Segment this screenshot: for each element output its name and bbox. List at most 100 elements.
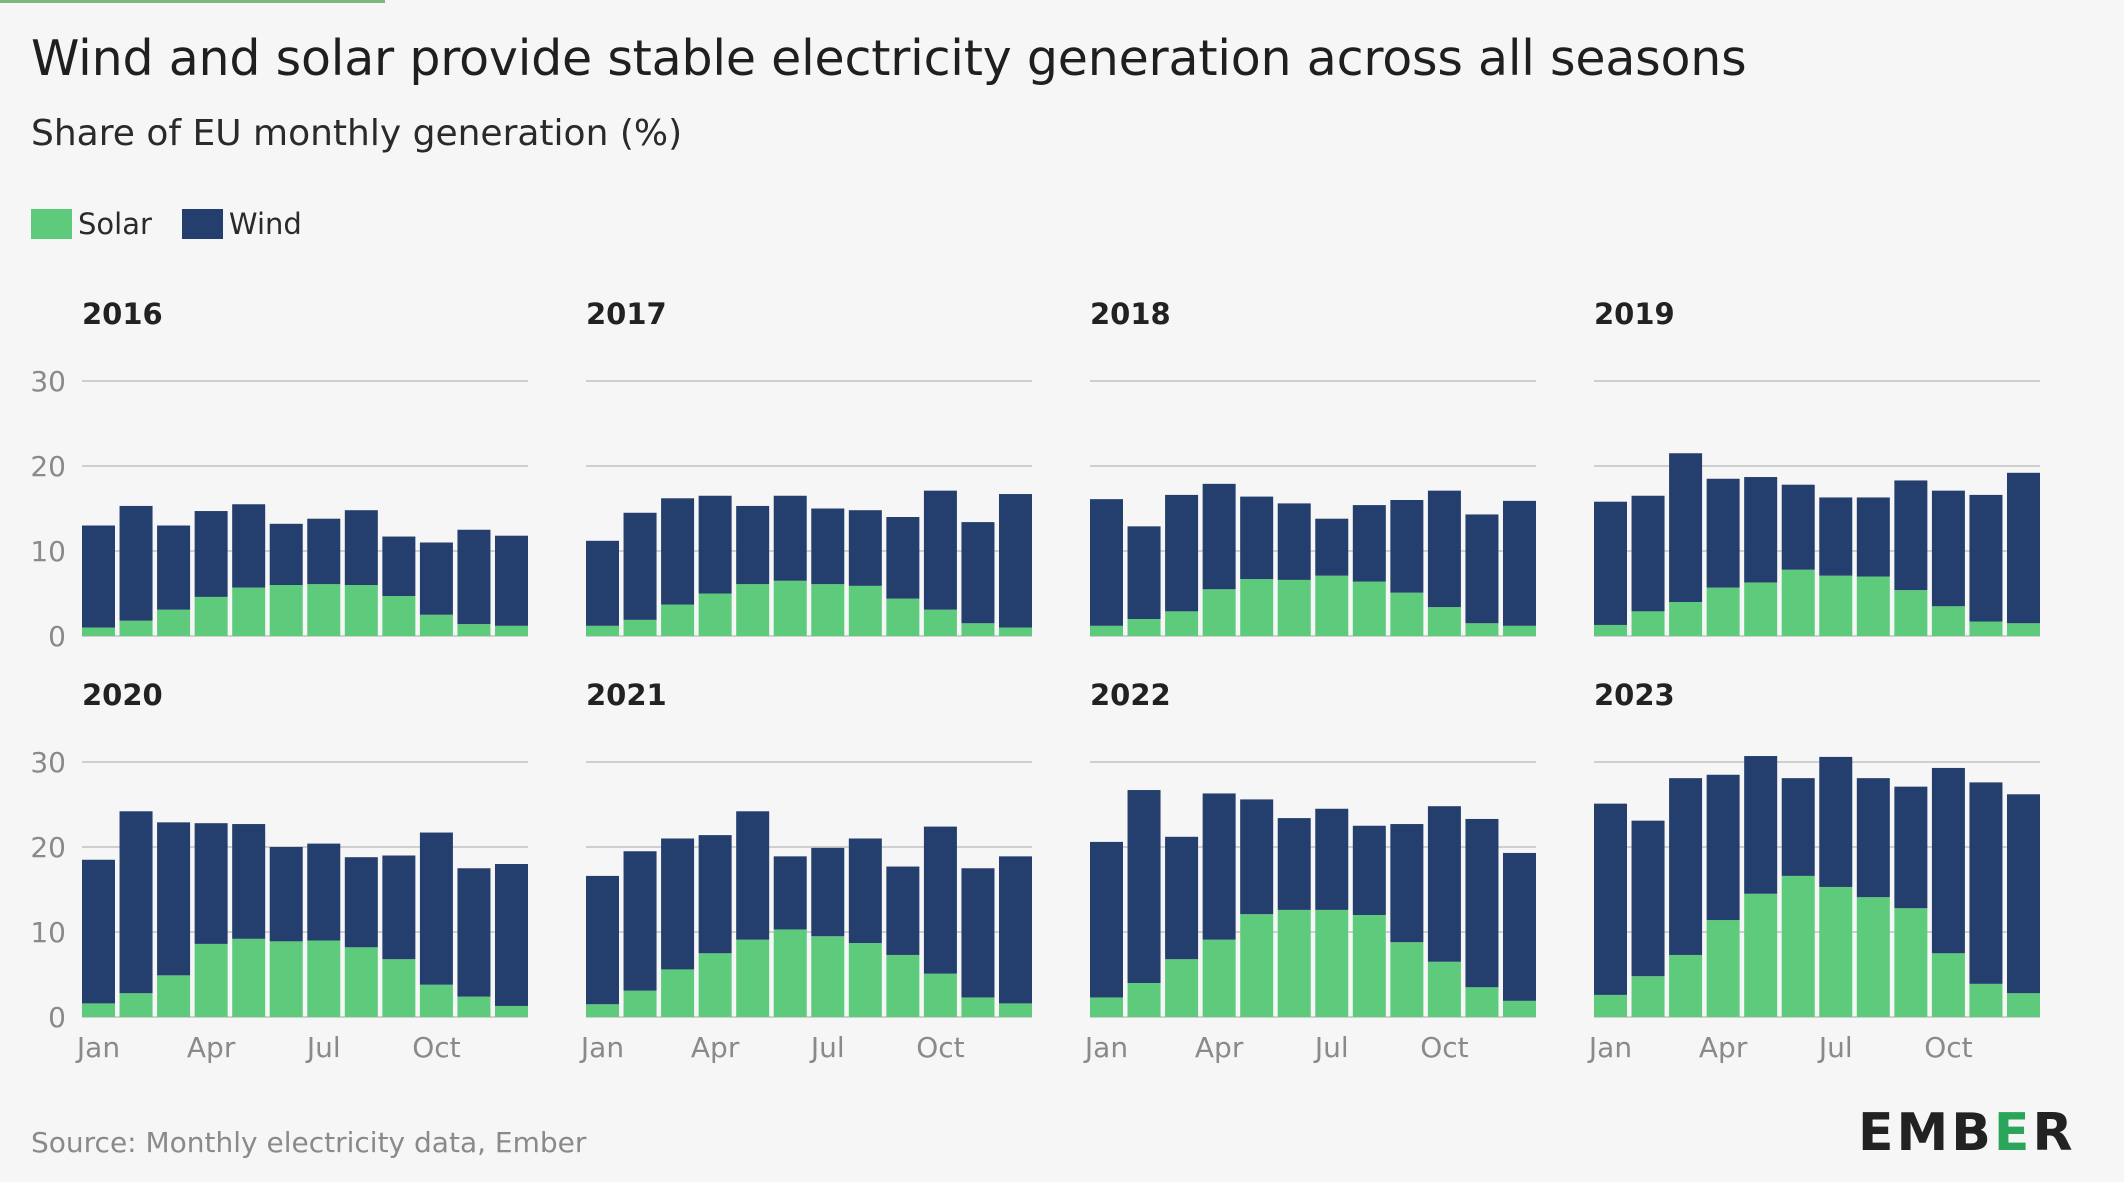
bar-solar-2022-12 — [1503, 1000, 1536, 1017]
bar-solar-2018-8 — [1352, 581, 1386, 636]
bar-wind-2016-6 — [269, 523, 303, 585]
legend-item-solar: Solar — [31, 207, 152, 241]
bar-solar-2017-4 — [698, 593, 732, 636]
bar-solar-2016-10 — [419, 614, 453, 636]
bar-solar-2016-11 — [457, 624, 491, 636]
bar-solar-2017-2 — [623, 619, 657, 636]
bar-solar-2018-10 — [1427, 607, 1461, 636]
y-tick-label-2020-20: 20 — [30, 831, 66, 864]
bar-wind-2016-11 — [457, 529, 491, 625]
bar-wind-2016-10 — [419, 542, 453, 615]
bar-wind-2018-2 — [1127, 526, 1161, 619]
bar-solar-2019-8 — [1856, 576, 1890, 636]
legend-swatch-solar — [31, 209, 72, 239]
panel-year-2017: 2017 — [586, 297, 667, 331]
bar-solar-2022-8 — [1352, 915, 1386, 1017]
bar-solar-2017-9 — [886, 598, 920, 636]
bar-solar-2018-1 — [1090, 625, 1123, 636]
bar-wind-2020-9 — [382, 855, 416, 960]
bar-solar-2022-6 — [1277, 909, 1311, 1017]
y-tick-label-2016-0: 0 — [48, 620, 66, 653]
bar-solar-2020-12 — [495, 1005, 528, 1017]
bar-wind-2019-4 — [1706, 478, 1740, 588]
bar-wind-2020-6 — [269, 847, 303, 942]
bar-wind-2020-8 — [344, 857, 378, 948]
bar-wind-2018-10 — [1427, 490, 1461, 608]
bar-wind-2023-4 — [1706, 774, 1740, 921]
bar-solar-2019-11 — [1969, 621, 2003, 636]
bar-wind-2022-3 — [1165, 836, 1199, 960]
bar-solar-2023-4 — [1706, 920, 1740, 1017]
bar-wind-2017-3 — [661, 498, 695, 605]
bar-wind-2017-2 — [623, 512, 657, 620]
bar-solar-2018-12 — [1503, 625, 1536, 636]
bar-solar-2020-4 — [194, 943, 228, 1017]
bar-wind-2018-4 — [1202, 483, 1236, 590]
x-tick-label-2022-apr: Apr — [1195, 1031, 1244, 1064]
panel-year-2022: 2022 — [1090, 678, 1171, 712]
bar-wind-2018-11 — [1465, 514, 1499, 624]
top-accent-bar — [0, 0, 385, 3]
bar-wind-2016-1 — [82, 525, 115, 628]
bar-wind-2017-6 — [773, 495, 807, 581]
bar-solar-2022-4 — [1202, 939, 1236, 1017]
bar-solar-2018-9 — [1390, 592, 1424, 636]
bar-wind-2023-12 — [2007, 794, 2040, 994]
x-tick-label-2023-jul: Jul — [1817, 1031, 1853, 1064]
bar-wind-2016-3 — [157, 525, 191, 610]
bar-solar-2016-8 — [344, 585, 378, 636]
bar-solar-2021-8 — [848, 943, 882, 1017]
bar-wind-2023-1 — [1594, 803, 1627, 995]
bar-solar-2016-1 — [82, 627, 115, 636]
y-tick-label-2016-10: 10 — [30, 535, 66, 568]
bar-solar-2016-2 — [119, 620, 153, 636]
bar-solar-2020-1 — [82, 1003, 115, 1017]
bar-solar-2018-4 — [1202, 589, 1236, 636]
bar-solar-2022-11 — [1465, 987, 1499, 1017]
bar-solar-2021-4 — [698, 953, 732, 1017]
chart-subtitle: Share of EU monthly generation (%) — [31, 113, 683, 154]
bar-wind-2016-12 — [495, 535, 528, 626]
bar-solar-2020-9 — [382, 959, 416, 1017]
bar-wind-2021-7 — [811, 847, 845, 937]
bar-solar-2020-3 — [157, 975, 191, 1017]
bar-wind-2021-12 — [999, 856, 1032, 1004]
bar-wind-2019-3 — [1669, 453, 1703, 602]
bar-solar-2019-4 — [1706, 587, 1740, 636]
x-tick-label-2023-jan: Jan — [1587, 1031, 1632, 1064]
y-tick-label-2020-0: 0 — [48, 1001, 66, 1034]
bar-wind-2019-9 — [1894, 480, 1928, 591]
bar-wind-2023-5 — [1744, 756, 1778, 894]
legend: Solar Wind — [31, 207, 332, 241]
bar-solar-2021-7 — [811, 936, 845, 1017]
bar-wind-2016-5 — [232, 504, 266, 588]
bar-solar-2017-10 — [923, 609, 957, 636]
y-tick-label-2016-20: 20 — [30, 450, 66, 483]
bar-wind-2019-11 — [1969, 494, 2003, 622]
bar-solar-2017-7 — [811, 584, 845, 636]
bar-wind-2019-2 — [1631, 495, 1665, 612]
logo-text-mid: E — [1993, 1103, 2033, 1163]
bar-wind-2016-9 — [382, 536, 416, 597]
y-tick-label-2016-30: 30 — [30, 365, 66, 398]
bar-solar-2016-12 — [495, 625, 528, 636]
x-tick-label-2020-jan: Jan — [75, 1031, 120, 1064]
bar-wind-2023-10 — [1931, 767, 1965, 954]
bar-solar-2018-6 — [1277, 579, 1311, 636]
bar-wind-2023-9 — [1894, 786, 1928, 909]
logo-text-left: EMB — [1858, 1103, 1994, 1163]
bar-wind-2020-5 — [232, 824, 266, 939]
bar-solar-2020-6 — [269, 941, 303, 1017]
bar-wind-2017-10 — [923, 490, 957, 610]
bar-wind-2019-7 — [1819, 497, 1853, 576]
bar-solar-2019-12 — [2007, 623, 2040, 636]
bar-solar-2018-3 — [1165, 611, 1199, 636]
bar-wind-2023-3 — [1669, 778, 1703, 955]
bar-solar-2020-7 — [307, 940, 341, 1017]
bar-solar-2020-2 — [119, 993, 153, 1017]
y-tick-label-2020-10: 10 — [30, 916, 66, 949]
bar-solar-2018-11 — [1465, 623, 1499, 636]
bar-solar-2019-3 — [1669, 602, 1703, 636]
x-tick-label-2022-oct: Oct — [1420, 1031, 1468, 1064]
bar-wind-2018-3 — [1165, 494, 1199, 612]
